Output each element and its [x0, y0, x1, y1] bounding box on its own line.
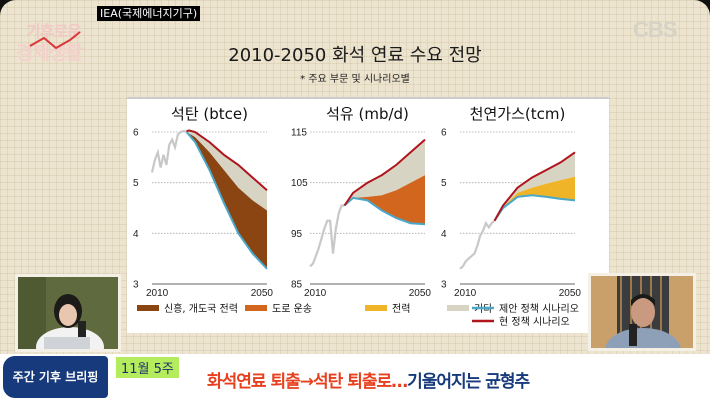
y-tick-label-oil: 85: [291, 280, 303, 291]
legend-swatch-emerging-power: [137, 305, 159, 311]
y-tick-label-oil: 105: [291, 178, 308, 189]
panel-title-gas: 천연가스(tcm): [470, 105, 566, 123]
area-other-coal: [186, 130, 267, 211]
y-tick-label-gas: 3: [441, 280, 447, 291]
panel-title-oil: 석유 (mb/d): [326, 105, 409, 123]
legend-label-power: 전력: [392, 303, 410, 315]
broadcaster-logo: CBS: [633, 17, 677, 42]
x-tick-label-coal: 2050: [251, 288, 274, 299]
panel-title-coal: 석탄 (btce): [171, 105, 248, 123]
area-other-oil: [344, 139, 425, 206]
logo-line2: 경제생활: [16, 42, 83, 64]
host-video-icon: [18, 277, 118, 349]
y-tick-label-oil: 95: [291, 229, 303, 240]
y-tick-label-coal: 3: [133, 280, 139, 291]
announced-policy-line-oil: [343, 196, 426, 226]
main-title: 2010-2050 화석 연료 수요 전망: [228, 45, 482, 66]
source-tag: IEA(국제에너지기구): [97, 6, 201, 21]
week-badge: 11월 5주: [116, 357, 179, 378]
legend-swatch-power: [365, 305, 387, 311]
legend-label-current-policy: 현 정책 시나리오: [499, 316, 570, 328]
y-tick-label-gas: 5: [441, 178, 447, 189]
y-tick-label-gas: 6: [441, 128, 447, 139]
legend-label-announced-policy: 제안 정책 시나리오: [499, 303, 579, 315]
y-tick-label-gas: 4: [441, 229, 447, 240]
y-tick-label-oil: 115: [291, 128, 307, 139]
area-power-gas: [494, 176, 575, 221]
headline: 화석연료 퇴출→석탄 퇴출로…기울어지는 균형추: [207, 367, 530, 392]
y-tick-label-coal: 4: [133, 229, 139, 240]
history-line-gas: [459, 219, 496, 270]
current-policy-line-gas: [493, 151, 576, 222]
x-tick-label-oil: 2050: [409, 288, 432, 299]
x-tick-label-gas: 2010: [454, 288, 477, 299]
legend-label-road-transport: 도로 운송: [272, 303, 312, 315]
x-tick-label-gas: 2050: [559, 288, 582, 299]
x-tick-label-coal: 2010: [146, 288, 169, 299]
area-emerging-power-coal: [186, 132, 267, 269]
history-line-oil: [309, 204, 345, 268]
headline-part2: 기울어지는 균형추: [407, 372, 530, 392]
charts-svg: 석탄 (btce) 3 4 5 6 2010 2050 석유 (mb/d) 85 95 105 115…: [127, 97, 609, 328]
y-tick-label-coal: 5: [133, 178, 139, 189]
announced-policy-line-coal: [185, 131, 268, 270]
announced-policy-line-gas: [493, 194, 576, 222]
x-tick-label-oil: 2010: [304, 288, 327, 299]
current-policy-line-oil: [343, 138, 426, 207]
camera-feed-host: [15, 274, 121, 352]
legend-swatch-other: [447, 305, 469, 311]
current-policy-line-coal: [186, 129, 268, 192]
area-road-transport-oil: [344, 175, 425, 225]
guest-video-icon: [591, 276, 693, 348]
area-other-gas: [494, 152, 575, 221]
program-name-tag: 주간 기후 브리핑: [3, 356, 108, 398]
logo-line1: 기후로운: [26, 22, 82, 41]
legend-swatch-road-transport: [245, 305, 267, 311]
y-tick-label-coal: 6: [133, 128, 139, 139]
legend-label-emerging-power: 신흥, 개도국 전력: [164, 302, 238, 315]
camera-feed-guest: [588, 273, 696, 351]
history-line-coal: [150, 129, 187, 173]
logo-trend-icon: [29, 31, 81, 50]
program-logo: 기후로운 경제생활: [14, 18, 104, 64]
main-subtitle: * 주요 부문 및 시나리오별: [300, 74, 410, 85]
chart-panel: 석탄 (btce) 3 4 5 6 2010 2050 석유 (mb/d) 85 95 105 115…: [127, 97, 609, 333]
headline-part1: 화석연료 퇴출→석탄 퇴출로…: [207, 372, 408, 392]
